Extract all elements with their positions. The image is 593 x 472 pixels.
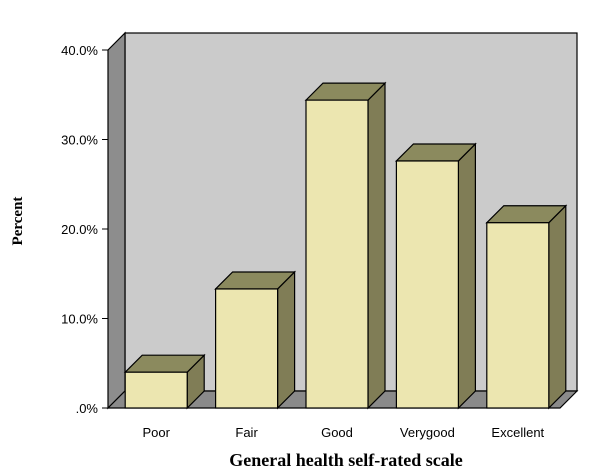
bar-side (367, 81, 386, 410)
bar-front (395, 160, 459, 409)
bar-excellent (485, 204, 568, 410)
x-axis-ticks: Poor Fair Good Verygood Excellent (142, 425, 544, 440)
y-tick-label: 40.0% (61, 43, 98, 58)
bar-side (277, 270, 296, 410)
y-tick-label: 10.0% (61, 312, 98, 327)
bar-poor (123, 353, 206, 410)
y-axis-title: Percent (10, 197, 26, 246)
bars (123, 81, 568, 410)
bar-good (304, 81, 387, 410)
y-tick-label: .0% (76, 401, 99, 416)
x-tick-label: Excellent (491, 425, 544, 440)
y-tick-label: 30.0% (61, 133, 98, 148)
bar-side (457, 142, 476, 410)
y-tick-label: 20.0% (61, 222, 98, 237)
x-tick-label: Fair (235, 425, 258, 440)
x-tick-label: Poor (142, 425, 170, 440)
y-axis-ticks: .0% 10.0% 20.0% 30.0% 40.0% (61, 43, 108, 416)
bar-front (215, 288, 279, 409)
bar-fair (214, 270, 297, 410)
x-tick-label: Good (321, 425, 353, 440)
bar-front (486, 222, 550, 409)
x-tick-label: Verygood (400, 425, 455, 440)
bar-front (124, 371, 188, 409)
x-axis-title: General health self-rated scale (229, 450, 462, 470)
bar-front (305, 99, 369, 409)
bar-side (548, 204, 567, 410)
bar-verygood (394, 142, 477, 410)
side-wall (107, 31, 126, 410)
